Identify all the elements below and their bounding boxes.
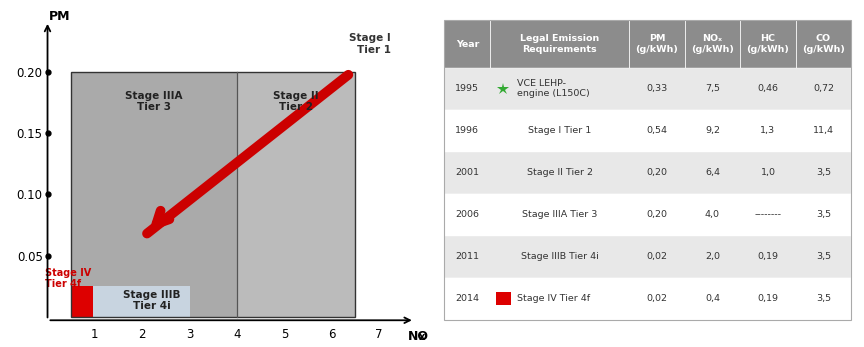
Text: 3,5: 3,5: [816, 252, 831, 261]
Bar: [491, 20, 629, 68]
Text: 4,0: 4,0: [705, 210, 720, 219]
Text: 0,20: 0,20: [646, 210, 668, 219]
Text: 11,4: 11,4: [813, 126, 834, 135]
Text: NO: NO: [408, 330, 429, 343]
Text: 0,4: 0,4: [705, 294, 720, 303]
Text: --------: --------: [754, 210, 781, 219]
Text: 3,5: 3,5: [816, 210, 831, 219]
Text: 3,5: 3,5: [816, 294, 831, 303]
Text: 0,72: 0,72: [813, 84, 834, 93]
Text: 3,5: 3,5: [816, 168, 831, 177]
Text: 0,54: 0,54: [646, 126, 668, 135]
Bar: [444, 110, 851, 152]
Text: Stage II Tier 2: Stage II Tier 2: [527, 168, 593, 177]
Text: Stage IIIB
Tier 4i: Stage IIIB Tier 4i: [123, 290, 181, 311]
Text: 0,02: 0,02: [646, 252, 668, 261]
Text: 7,5: 7,5: [705, 84, 720, 93]
Text: NOₓ
(g/kWh): NOₓ (g/kWh): [691, 34, 734, 54]
Bar: [444, 194, 851, 236]
Text: x: x: [418, 332, 425, 342]
Bar: [444, 152, 851, 194]
Bar: [71, 286, 92, 316]
Bar: [684, 20, 740, 68]
Text: Stage IIIB Tier 4i: Stage IIIB Tier 4i: [521, 252, 599, 261]
Text: 1995: 1995: [455, 84, 480, 93]
Bar: [92, 286, 190, 316]
Text: 0,33: 0,33: [646, 84, 668, 93]
Bar: [444, 236, 851, 278]
Text: 0,46: 0,46: [758, 84, 778, 93]
Text: Stage I Tier 1: Stage I Tier 1: [528, 126, 592, 135]
Text: Stage IV Tier 4f: Stage IV Tier 4f: [518, 294, 590, 303]
Text: Stage I
Tier 1: Stage I Tier 1: [349, 33, 391, 55]
Text: 2011: 2011: [455, 252, 480, 261]
Text: 0,02: 0,02: [646, 294, 668, 303]
Text: PM
(g/kWh): PM (g/kWh): [636, 34, 678, 54]
Text: 0,20: 0,20: [646, 168, 668, 177]
Text: Stage IIIA Tier 3: Stage IIIA Tier 3: [522, 210, 598, 219]
Text: 0,19: 0,19: [758, 252, 778, 261]
Text: 0,19: 0,19: [758, 294, 778, 303]
Text: 9,2: 9,2: [705, 126, 720, 135]
Text: 6,4: 6,4: [705, 168, 720, 177]
Text: Stage IIIA
Tier 3: Stage IIIA Tier 3: [125, 91, 183, 112]
Bar: [444, 278, 851, 320]
Text: Legal Emission
Requirements: Legal Emission Requirements: [520, 34, 600, 54]
Text: Year: Year: [455, 40, 479, 49]
Text: Stage II
Tier 2: Stage II Tier 2: [273, 91, 319, 112]
Bar: [71, 72, 237, 316]
Bar: [629, 20, 684, 68]
Text: 1,0: 1,0: [760, 168, 775, 177]
Text: 2006: 2006: [455, 210, 480, 219]
Bar: [237, 72, 355, 316]
Bar: [444, 68, 851, 110]
Text: Stage IV
Tier 4f: Stage IV Tier 4f: [45, 268, 92, 289]
Text: 1996: 1996: [455, 126, 480, 135]
Bar: [496, 292, 511, 305]
Text: HC
(g/kWh): HC (g/kWh): [746, 34, 790, 54]
Bar: [796, 20, 851, 68]
Text: CO
(g/kWh): CO (g/kWh): [802, 34, 845, 54]
Text: PM: PM: [48, 10, 70, 24]
Text: 2014: 2014: [455, 294, 480, 303]
Bar: [740, 20, 796, 68]
Text: 2,0: 2,0: [705, 252, 720, 261]
Bar: [444, 20, 491, 68]
Text: VCE LEHP-
engine (L150C): VCE LEHP- engine (L150C): [518, 79, 590, 99]
Bar: [71, 72, 355, 316]
Text: 2001: 2001: [455, 168, 480, 177]
Text: 1,3: 1,3: [760, 126, 776, 135]
